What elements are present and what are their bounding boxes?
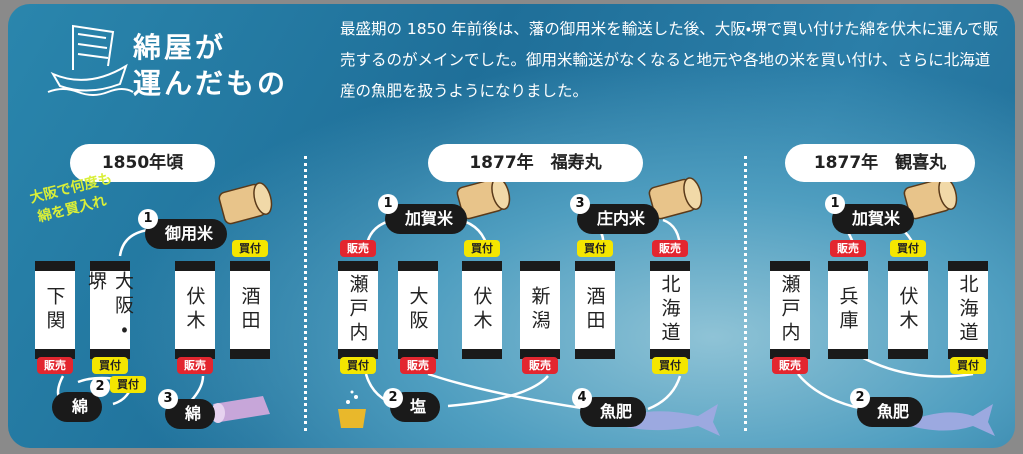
trade-badge: 買付 [232, 240, 268, 257]
trade-badge: 販売 [177, 357, 213, 374]
trade-badge: 買付 [652, 357, 688, 374]
port-label: 新潟 [520, 261, 560, 359]
step-number: 4 [572, 388, 592, 408]
port-label: 北海道 [650, 261, 690, 359]
trade-badge: 買付 [464, 240, 500, 257]
separator [304, 156, 307, 431]
cloth-roll [211, 396, 270, 423]
salt-box [338, 391, 366, 429]
trade-badge: 買付 [110, 376, 146, 393]
trade-badge: 買付 [890, 240, 926, 257]
step-number: 1 [138, 209, 158, 229]
trade-badge: 販売 [522, 357, 558, 374]
ship-icon [48, 26, 133, 95]
port-label: 大阪 [398, 261, 438, 359]
separator [744, 156, 747, 431]
page: {"header":{"title_line1":"綿屋が","title_li… [0, 0, 1023, 454]
step-number: 1 [378, 194, 398, 214]
trade-badge: 販売 [37, 357, 73, 374]
port-label: 伏木 [888, 261, 928, 359]
step-number: 3 [570, 194, 590, 214]
port-label: 酒田 [575, 261, 615, 359]
step-number: 2 [90, 377, 110, 397]
step-label: 加賀米 [385, 204, 467, 234]
trade-badge: 買付 [950, 357, 986, 374]
trade-badge: 買付 [340, 357, 376, 374]
port-label: 瀬戸内 [770, 261, 810, 359]
step-number: 1 [825, 194, 845, 214]
panel-heading: 1877年 福寿丸 [428, 144, 643, 182]
step-label: 御用米 [145, 219, 227, 249]
port-label: 伏木 [462, 261, 502, 359]
title: 運んだもの [133, 62, 288, 102]
intro-text: 最盛期の 1850 年前後は、藩の御用米を輸送した後、大阪・堺で買い付けた綿を伏… [340, 14, 1000, 107]
step-label: 加賀米 [832, 204, 914, 234]
port-label: 伏木 [175, 261, 215, 359]
port-label: 瀬戸内 [338, 261, 378, 359]
trade-badge: 販売 [400, 357, 436, 374]
trade-badge: 販売 [772, 357, 808, 374]
port-label: 下関 [35, 261, 75, 359]
trade-badge: 販売 [340, 240, 376, 257]
trade-badge: 買付 [92, 357, 128, 374]
step-label: 綿 [52, 392, 102, 422]
step-number: 2 [383, 388, 403, 408]
port-label: 大阪・堺 [90, 261, 130, 359]
port-label: 兵庫 [828, 261, 868, 359]
panel-heading: 1877年 観喜丸 [785, 144, 975, 182]
step-number: 2 [850, 388, 870, 408]
trade-badge: 販売 [830, 240, 866, 257]
port-label: 酒田 [230, 261, 270, 359]
port-label: 北海道 [948, 261, 988, 359]
step-number: 3 [158, 389, 178, 409]
step-label: 庄内米 [577, 204, 659, 234]
fish [608, 404, 995, 436]
trade-badge: 販売 [652, 240, 688, 257]
trade-badge: 買付 [577, 240, 613, 257]
infographic: 綿屋が 運んだもの 最盛期の 1850 年前後は、藩の御用米を輸送した後、大阪・… [8, 4, 1015, 448]
title: 綿屋が [133, 26, 226, 66]
